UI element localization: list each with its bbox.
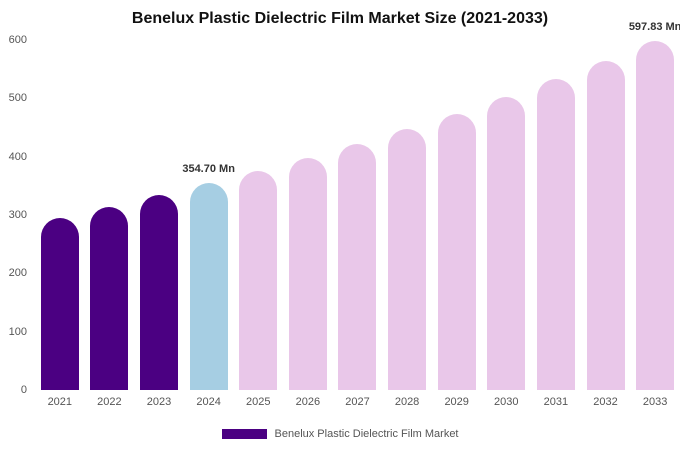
y-tick-label: 300 [8,209,27,221]
bar-2024 [189,183,228,390]
bar-cell [581,40,631,390]
y-tick-label: 0 [20,384,27,396]
bar-2030 [487,96,526,390]
x-tick-label: 2031 [543,396,569,408]
bar-cell [382,40,432,390]
x-tick-label: 2024 [196,396,221,408]
bar-cell [481,40,531,390]
x-tick-label: 2025 [246,396,271,408]
bar-2025 [239,170,278,390]
x-tick-label: 2033 [642,396,668,408]
plot-area: 0 100 200 300 400 500 600 354.70 Mn 597.83 Mn [0,21,680,396]
x-tick-label: 2021 [47,396,73,408]
bar-2029 [437,113,476,390]
bar-2031 [536,79,575,390]
bar-cell [35,40,85,390]
x-tick-label: 2030 [494,396,519,408]
bar-plot: 354.70 Mn 597.83 Mn [35,21,680,390]
bar-cell [283,40,333,390]
bar-value-label: 597.83 Mn [628,21,680,34]
x-tick-label: 2028 [394,396,420,408]
bar-value-label: 354.70 Mn [182,163,235,176]
bar-2023 [140,195,179,390]
bar-2022 [90,207,129,390]
bar-cell [432,40,482,390]
y-tick-label: 100 [8,325,27,338]
bar-2028 [388,128,427,390]
y-tick-label: 200 [8,267,27,280]
y-tick-label: 500 [8,92,27,105]
x-tick-label: 2032 [593,396,618,408]
bar-cell [333,40,383,390]
bar-cell: 597.83 Mn [629,21,680,390]
bar-cell [233,40,283,390]
bar-cell: 354.70 Mn [182,40,235,390]
x-tick-label: 2029 [444,396,469,408]
y-tick-label: 600 [8,34,27,46]
bar-2033 [636,41,675,390]
y-axis: 0 100 200 300 400 500 600 [0,34,35,396]
legend-swatch [221,429,267,439]
legend: Benelux Plastic Dielectric Film Market [0,428,680,440]
bar-2026 [288,157,327,390]
y-tick-label: 400 [8,150,27,163]
bar-2032 [586,61,625,390]
legend-label: Benelux Plastic Dielectric Film Market [274,428,459,440]
bar-cell [134,40,184,390]
x-tick-label: 2027 [345,396,370,408]
x-tick-label: 2022 [97,396,122,408]
bar-cell [531,40,581,390]
x-tick-label: 2023 [146,396,172,408]
x-axis: 2021 2022 2023 2024 2025 2026 2027 2028 2029 2030… [35,396,680,408]
bar-cell [85,40,135,390]
x-tick-label: 2026 [295,396,321,408]
bar-2021 [40,217,79,390]
chart-title: Benelux Plastic Dielectric Film Market S… [131,10,549,27]
bar-2027 [338,143,377,390]
